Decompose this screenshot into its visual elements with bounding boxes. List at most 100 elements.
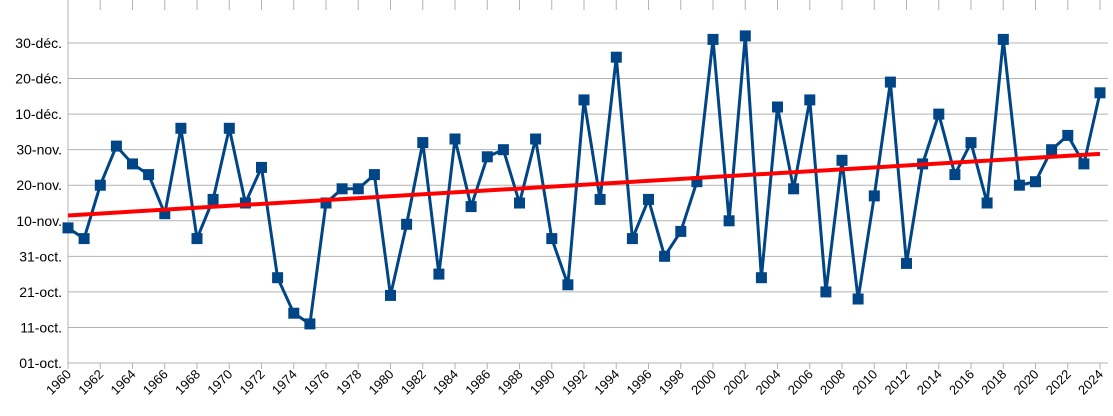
- data-point-marker: [610, 51, 622, 63]
- data-point-marker: [755, 272, 767, 284]
- x-tick-label: 1986: [462, 367, 493, 398]
- x-tick-label: 2022: [1043, 367, 1074, 398]
- x-tick-label: 1962: [75, 367, 106, 398]
- data-point-marker: [1094, 87, 1106, 99]
- x-tick-label: 1990: [527, 367, 558, 398]
- data-point-marker: [191, 233, 203, 245]
- x-tick-label: 1988: [495, 367, 526, 398]
- data-point-marker: [94, 179, 106, 191]
- y-tick-label: 20-déc.: [15, 71, 62, 87]
- data-point-marker: [772, 101, 783, 113]
- x-tick-label: 1982: [398, 367, 429, 398]
- x-tick-label: 1974: [269, 367, 300, 398]
- x-tick-label: 1964: [108, 367, 139, 398]
- data-point-marker: [836, 154, 848, 166]
- data-point-marker: [884, 76, 896, 88]
- x-tick-label: 1992: [559, 367, 590, 398]
- x-tick-label: 1960: [43, 367, 74, 398]
- y-tick-label: 20-nov.: [16, 177, 62, 193]
- data-point-marker: [207, 193, 219, 205]
- data-point-marker: [578, 94, 590, 106]
- x-tick-label: 1972: [237, 367, 268, 398]
- data-point-marker: [433, 268, 445, 280]
- data-point-marker: [514, 197, 525, 209]
- data-point-marker: [949, 169, 961, 181]
- x-tick-label: 2006: [785, 367, 816, 398]
- data-point-marker: [562, 279, 574, 291]
- data-point-marker: [1013, 179, 1025, 191]
- data-point-marker: [723, 215, 735, 227]
- x-tick-label: 2024: [1075, 367, 1106, 398]
- data-point-marker: [659, 250, 671, 262]
- x-tick-label: 2000: [688, 367, 719, 398]
- data-point-marker: [78, 233, 90, 245]
- x-tick-label: 1984: [430, 367, 461, 398]
- data-point-marker: [336, 183, 348, 195]
- data-point-marker: [497, 144, 509, 156]
- x-tick-label: 2004: [753, 367, 784, 398]
- y-tick-label: 21-oct.: [19, 284, 62, 300]
- x-tick-label: 1978: [333, 367, 364, 398]
- y-tick-label: 11-oct.: [20, 319, 62, 335]
- data-point-marker: [546, 233, 558, 245]
- y-tick-label: 30-déc.: [15, 35, 62, 51]
- data-point-marker: [626, 233, 638, 245]
- x-tick-label: 1998: [656, 367, 687, 398]
- x-tick-label: 2012: [882, 367, 913, 398]
- data-point-marker: [594, 193, 606, 205]
- x-tick-label: 1994: [591, 367, 622, 398]
- data-point-marker: [417, 137, 429, 149]
- data-point-marker: [965, 137, 977, 149]
- x-tick-label: 1996: [624, 367, 655, 398]
- series-line-date: [67, 34, 1102, 326]
- data-point-marker: [385, 289, 396, 301]
- data-point-marker: [143, 169, 155, 181]
- data-point-marker: [175, 122, 187, 134]
- data-point-marker: [981, 197, 993, 209]
- data-point-marker: [401, 218, 413, 230]
- data-point-marker: [933, 108, 945, 120]
- data-point-marker: [1046, 144, 1058, 156]
- data-point-marker: [449, 133, 461, 145]
- data-point-marker: [352, 183, 364, 195]
- x-tick-label: 2018: [978, 367, 1009, 398]
- x-tick-label: 2014: [914, 367, 945, 398]
- data-point-marker: [852, 293, 864, 305]
- y-tick-label: 01-oct.: [19, 355, 62, 371]
- data-point-marker: [707, 33, 719, 45]
- data-point-marker: [256, 161, 267, 173]
- data-point-marker: [304, 318, 316, 330]
- data-point-marker: [62, 222, 74, 234]
- data-point-marker: [320, 197, 332, 209]
- y-tick-label: 10-déc.: [15, 106, 62, 122]
- x-tick-label: 2020: [1011, 367, 1042, 398]
- data-point-marker: [1062, 129, 1074, 141]
- data-point-marker: [481, 151, 493, 163]
- y-tick-label: 30-nov.: [16, 142, 62, 158]
- y-axis: 01-oct. 11-oct. 21-oct. 31-oct. 10-nov. 20-no…: [15, 35, 62, 371]
- x-tick-label: 1980: [366, 367, 397, 398]
- series-layer: [62, 30, 1106, 330]
- x-tick-label: 2016: [946, 367, 977, 398]
- data-point-marker: [675, 225, 687, 237]
- data-point-marker: [110, 140, 122, 152]
- y-tick-label: 31-oct.: [19, 248, 62, 264]
- trend-line: [67, 151, 1101, 218]
- y-tick-label: 10-nov.: [16, 213, 62, 229]
- trend-layer: [67, 151, 1101, 218]
- data-point-marker: [901, 257, 912, 269]
- x-tick-label: 2002: [720, 367, 751, 398]
- x-tick-label: 1966: [140, 367, 171, 398]
- data-point-marker: [288, 307, 300, 319]
- data-point-marker: [739, 30, 751, 42]
- data-point-marker: [368, 169, 380, 181]
- data-point-marker: [223, 122, 235, 134]
- data-point-marker: [530, 133, 542, 145]
- data-point-marker: [127, 158, 138, 170]
- data-point-marker: [997, 33, 1009, 45]
- x-tick-label: 1976: [301, 367, 332, 398]
- x-tick-label: 2010: [849, 367, 880, 398]
- x-tick-label: 1968: [172, 367, 203, 398]
